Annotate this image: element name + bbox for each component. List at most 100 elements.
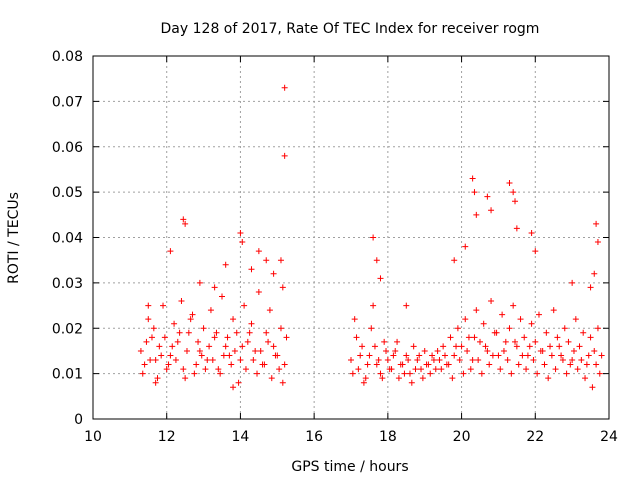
- data-point: [593, 361, 600, 368]
- data-point: [403, 352, 410, 359]
- data-point: [394, 338, 401, 345]
- data-point: [447, 334, 454, 341]
- data-point: [495, 352, 502, 359]
- data-point: [265, 338, 272, 345]
- data-point: [383, 347, 390, 354]
- data-point: [235, 379, 242, 386]
- data-point: [482, 343, 489, 350]
- data-point: [484, 347, 491, 354]
- data-point: [237, 229, 244, 236]
- data-point: [410, 343, 417, 350]
- data-point: [241, 302, 248, 309]
- data-point: [222, 261, 229, 268]
- data-point: [471, 189, 478, 196]
- data-point: [547, 343, 554, 350]
- data-point: [257, 347, 264, 354]
- data-point: [215, 366, 222, 373]
- data-point: [596, 370, 603, 377]
- data-point: [550, 307, 557, 314]
- data-point: [147, 357, 154, 364]
- data-point: [386, 366, 393, 373]
- data-point: [150, 325, 157, 332]
- data-point: [178, 298, 185, 305]
- data-point: [377, 275, 384, 282]
- data-point: [473, 211, 480, 218]
- data-point: [405, 357, 412, 364]
- data-point: [384, 357, 391, 364]
- data-point: [480, 320, 487, 327]
- data-point: [451, 352, 458, 359]
- data-point: [423, 361, 430, 368]
- data-point: [532, 248, 539, 255]
- x-tick-label: 10: [84, 429, 102, 445]
- data-point: [561, 325, 568, 332]
- data-point: [465, 334, 472, 341]
- data-point: [488, 207, 495, 214]
- data-point: [548, 352, 555, 359]
- data-point: [152, 379, 159, 386]
- y-tick-label: 0.03: [52, 276, 83, 292]
- data-point: [207, 307, 214, 314]
- data-point: [591, 270, 598, 277]
- data-point: [418, 366, 425, 373]
- data-point: [572, 316, 579, 323]
- data-point: [512, 338, 519, 345]
- data-point: [569, 279, 576, 286]
- data-point: [377, 370, 384, 377]
- data-point: [440, 343, 447, 350]
- data-point: [145, 316, 152, 323]
- data-point: [233, 329, 240, 336]
- data-point: [154, 375, 161, 382]
- data-point: [484, 193, 491, 200]
- data-point: [563, 370, 570, 377]
- x-tick-label: 16: [305, 429, 323, 445]
- data-point: [182, 220, 189, 227]
- data-point: [183, 347, 190, 354]
- data-point: [193, 361, 200, 368]
- data-point: [172, 357, 179, 364]
- data-point: [364, 361, 371, 368]
- data-point: [541, 361, 548, 368]
- data-point: [451, 257, 458, 264]
- data-point: [141, 361, 148, 368]
- data-point: [569, 357, 576, 364]
- data-point: [512, 198, 519, 205]
- data-point: [489, 352, 496, 359]
- data-point: [467, 366, 474, 373]
- data-points: [137, 84, 605, 391]
- data-point: [530, 357, 537, 364]
- x-tick-label: 18: [379, 429, 397, 445]
- data-point: [191, 370, 198, 377]
- data-point: [412, 366, 419, 373]
- data-point: [582, 375, 589, 382]
- data-point: [353, 334, 360, 341]
- data-point: [277, 325, 284, 332]
- data-point: [570, 347, 577, 354]
- data-point: [519, 352, 526, 359]
- data-point: [477, 338, 483, 345]
- data-point: [537, 347, 544, 354]
- y-tick-label: 0.01: [52, 367, 83, 383]
- data-point: [355, 366, 362, 373]
- data-point: [488, 298, 495, 305]
- y-tick-label: 0.06: [52, 140, 83, 156]
- data-point: [239, 343, 246, 350]
- data-point: [528, 229, 535, 236]
- data-point: [211, 284, 218, 291]
- data-point: [517, 316, 524, 323]
- data-point: [230, 384, 237, 391]
- data-point: [167, 352, 174, 359]
- data-point: [230, 316, 237, 323]
- data-point: [500, 347, 507, 354]
- data-point: [261, 361, 268, 368]
- data-point: [224, 334, 231, 341]
- data-point: [513, 343, 520, 350]
- data-point: [204, 357, 211, 364]
- data-point: [187, 316, 194, 323]
- y-tick-label: 0.02: [52, 321, 83, 337]
- data-point: [401, 370, 408, 377]
- data-point: [556, 343, 563, 350]
- data-point: [366, 352, 373, 359]
- data-point: [246, 329, 253, 336]
- data-point: [195, 338, 202, 345]
